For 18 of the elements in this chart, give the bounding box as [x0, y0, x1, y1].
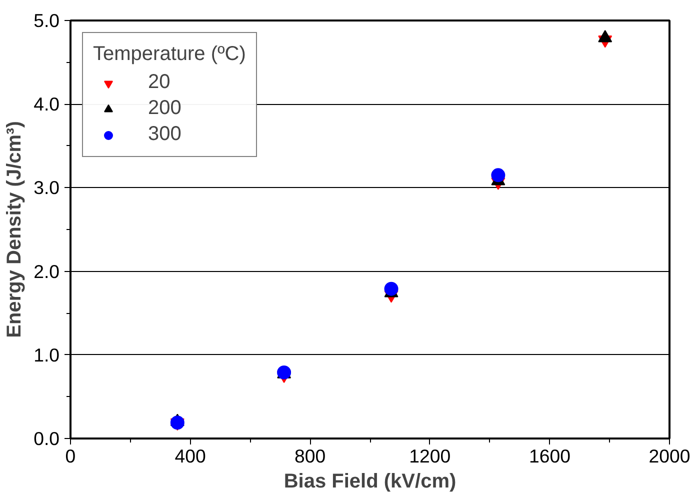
x-tick-label: 2000	[648, 446, 690, 466]
x-tick-label: 1200	[409, 446, 451, 466]
y-tick-label: 1.0	[34, 344, 60, 366]
y-axis-title: Energy Density (J/cm³)	[4, 121, 26, 338]
x-tick-label: 800	[294, 446, 326, 466]
x-axis-title: Bias Field (kV/cm)	[284, 470, 456, 492]
legend-label: 20	[148, 71, 170, 94]
y-tick-label: 0.0	[34, 428, 60, 449]
x-tick-label: 400	[174, 446, 206, 466]
x-tick-label: 1600	[528, 446, 570, 466]
y-tick-label: 4.0	[34, 94, 60, 115]
legend-label: 200	[148, 97, 182, 120]
y-tick-label: 3.0	[34, 177, 60, 198]
legend-title: Temperature (ºC)	[93, 43, 246, 66]
x-tick-label: 0	[65, 446, 76, 466]
y-tick-label: 5.0	[34, 10, 60, 31]
legend-label: 300	[148, 123, 182, 146]
y-tick-label: 2.0	[34, 260, 60, 282]
